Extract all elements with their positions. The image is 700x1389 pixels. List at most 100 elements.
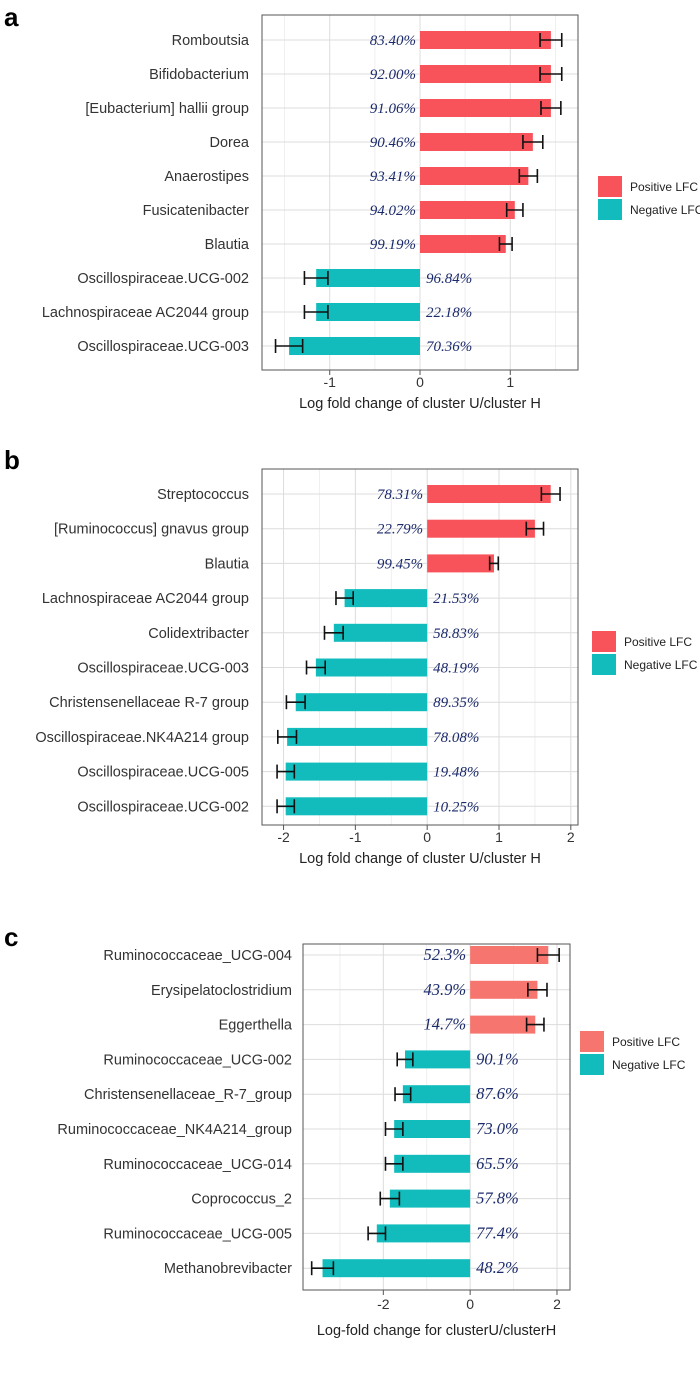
legend: Positive LFC Negative LFC [592, 631, 698, 675]
negative-bar [405, 1050, 471, 1069]
error-bar [540, 101, 562, 115]
category-label: Romboutsia [172, 33, 250, 49]
error-bar [285, 695, 306, 710]
error-bar [488, 556, 500, 571]
legend-label-positive: Positive LFC [624, 635, 692, 649]
category-label: Methanobrevibacter [164, 1261, 292, 1277]
x-tick-label: -2 [377, 1296, 390, 1312]
error-bar [394, 1087, 412, 1102]
percent-label: 93.41% [370, 169, 416, 185]
x-axis-title: Log-fold change for clusterU/clusterH [317, 1323, 556, 1339]
error-bar [367, 1226, 387, 1241]
positive-bar [420, 235, 506, 253]
error-bar [384, 1156, 404, 1171]
legend-label-negative: Negative LFC [612, 1058, 686, 1072]
error-bar [303, 271, 329, 285]
category-label: Lachnospiraceae AC2044 group [42, 591, 249, 607]
percent-label: 78.08% [433, 730, 479, 746]
percent-label: 22.18% [426, 305, 472, 321]
category-label: Blautia [205, 556, 250, 572]
x-tick-label: 0 [466, 1296, 474, 1312]
category-label: Blautia [205, 237, 250, 253]
x-tick-label: -1 [349, 829, 362, 845]
percent-label: 94.02% [370, 203, 416, 219]
positive-bar [470, 980, 538, 999]
error-bar [536, 948, 560, 962]
x-tick-label: 2 [553, 1296, 561, 1312]
negative-bar [295, 693, 428, 712]
error-bar [274, 339, 304, 353]
negative-bar [394, 1154, 471, 1173]
negative-bar [316, 269, 420, 287]
error-bar [525, 1017, 545, 1032]
category-label: Coprococcus_2 [191, 1192, 292, 1208]
positive-bar [470, 1015, 536, 1034]
category-label: Oscillospiraceae.UCG-003 [77, 661, 249, 677]
error-bar [522, 135, 544, 149]
positive-bar [420, 201, 515, 219]
error-bar [396, 1052, 414, 1067]
panel-b: b Streptococcus 78.31% [Ruminococcus] gnavu… [4, 445, 698, 867]
percent-label: 89.35% [433, 695, 479, 711]
legend-swatch-positive [592, 631, 616, 652]
negative-bar [344, 589, 428, 608]
percent-label: 58.83% [433, 626, 479, 642]
error-bar [505, 203, 524, 217]
plot-frame [302, 943, 571, 1291]
percent-label: 90.46% [370, 135, 416, 151]
legend: Positive LFC Negative LFC [580, 1031, 686, 1075]
category-label: Christensenellaceae R-7 group [49, 695, 249, 711]
percent-label: 19.48% [433, 765, 479, 781]
positive-bar [420, 65, 551, 83]
category-label: Oscillospiraceae.UCG-002 [77, 271, 249, 287]
error-bar [310, 1261, 335, 1276]
error-bar [539, 33, 563, 47]
legend-label-positive: Positive LFC [630, 180, 698, 194]
error-bar [323, 625, 344, 640]
percent-label: 22.79% [377, 522, 423, 538]
error-bar [527, 982, 548, 997]
x-tick-label: 1 [495, 829, 503, 845]
negative-bar [285, 762, 428, 781]
legend-swatch-negative [592, 654, 616, 675]
error-bar [540, 487, 561, 501]
percent-label: 14.7% [424, 1015, 467, 1034]
percent-label: 87.6% [476, 1084, 519, 1103]
percent-label: 52.3% [424, 945, 467, 964]
category-label: Ruminococcaceae_UCG-004 [103, 948, 292, 964]
percent-label: 92.00% [370, 67, 416, 83]
positive-bar [420, 167, 529, 185]
category-label: Eggerthella [219, 1018, 293, 1034]
category-label: Christensenellaceae_R-7_group [84, 1087, 292, 1103]
x-tick-label: 2 [567, 829, 575, 845]
error-bar [303, 305, 329, 319]
positive-bar [420, 99, 551, 117]
negative-bar [315, 658, 428, 677]
legend: Positive LFC Negative LFC [598, 176, 700, 220]
x-axis-title: Log fold change of cluster U/cluster H [299, 396, 541, 412]
positive-bar [427, 519, 535, 538]
x-tick-label: -2 [277, 829, 290, 845]
category-label: Oscillospiraceae.UCG-005 [77, 765, 249, 781]
negative-bar [289, 337, 420, 355]
negative-bar [402, 1085, 471, 1104]
category-label: Ruminococcaceae_NK4A214_group [57, 1122, 292, 1138]
panel-letter: b [4, 445, 20, 475]
legend-swatch-negative [598, 199, 622, 220]
category-label: Ruminococcaceae_UCG-014 [103, 1157, 292, 1173]
category-label: Ruminococcaceae_UCG-005 [103, 1226, 292, 1242]
percent-label: 96.84% [426, 271, 472, 287]
percent-label: 78.31% [377, 487, 423, 503]
percent-label: 70.36% [426, 339, 472, 355]
legend-label-positive: Positive LFC [612, 1035, 680, 1049]
percent-label: 99.19% [370, 237, 416, 253]
panel-letter: a [4, 2, 19, 32]
legend-swatch-positive [598, 176, 622, 197]
positive-bar [427, 554, 494, 573]
error-bar [525, 521, 545, 536]
category-label: [Ruminococcus] gnavus group [54, 522, 249, 538]
category-label: Fusicatenibacter [143, 203, 250, 219]
error-bar [305, 660, 327, 675]
legend-label-negative: Negative LFC [630, 203, 700, 217]
